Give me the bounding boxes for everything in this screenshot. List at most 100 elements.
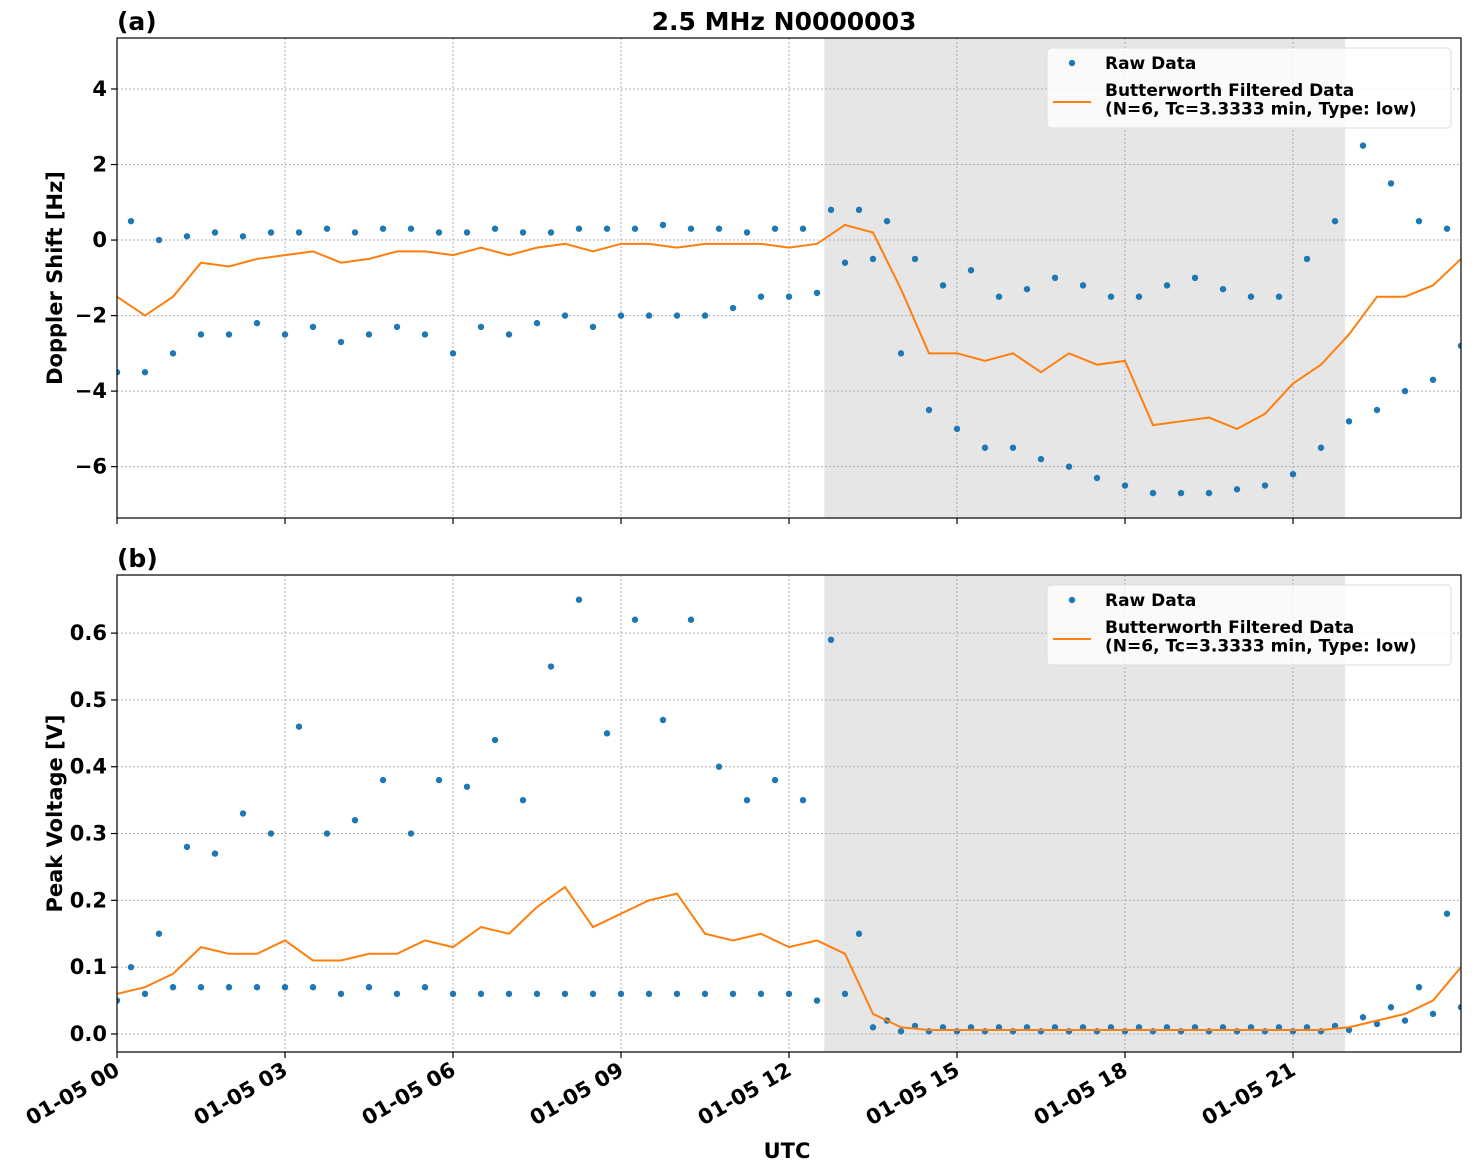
raw-point [715, 763, 723, 770]
raw-point [1135, 293, 1143, 300]
subplot: 01-05 00 01-05 03 01-05 06 01-05 09 01-05 12… [22, 544, 1462, 1163]
raw-point [645, 312, 653, 319]
legend-marker [1068, 596, 1076, 604]
raw-point [1275, 293, 1283, 300]
raw-point [771, 225, 779, 232]
y-tick-label: −2 [75, 304, 107, 328]
raw-point [631, 225, 639, 232]
raw-point [421, 983, 429, 991]
legend-label: Raw Data [1105, 591, 1196, 611]
raw-point [505, 990, 513, 998]
raw-point [1457, 342, 1461, 349]
raw-point [589, 323, 597, 331]
raw-point [407, 830, 415, 837]
x-tick-label: 01-05 00 [22, 1058, 124, 1131]
raw-point [729, 990, 737, 998]
axes-frame [116, 574, 1462, 1053]
legend-label: Raw Data [1105, 54, 1196, 74]
raw-point [337, 338, 345, 346]
raw-point [1331, 217, 1339, 225]
y-tick-label: 0.1 [70, 955, 107, 979]
raw-point [351, 229, 359, 236]
raw-point [393, 990, 401, 998]
raw-point [1051, 274, 1059, 282]
raw-point [743, 229, 751, 236]
raw-point [547, 663, 555, 670]
raw-point [575, 596, 583, 603]
raw-point [785, 293, 793, 300]
raw-point [743, 796, 751, 804]
raw-point [813, 289, 821, 297]
y-tick-label: 0 [92, 228, 107, 252]
raw-point [673, 990, 681, 998]
raw-point [995, 293, 1003, 300]
raw-point [449, 350, 457, 357]
raw-point [1247, 293, 1255, 300]
raw-point [1093, 474, 1101, 482]
raw-point [1429, 376, 1437, 383]
raw-point [561, 312, 569, 319]
axes-frame [116, 37, 1462, 519]
raw-point [211, 850, 219, 857]
raw-point [1009, 444, 1017, 451]
raw-point [463, 229, 471, 236]
y-axis-label: Peak Voltage [V] [43, 714, 67, 912]
raw-point [379, 225, 387, 232]
raw-point [659, 716, 667, 724]
x-tick-label: 01-05 18 [1030, 1058, 1132, 1131]
raw-point [519, 229, 527, 236]
raw-point [1415, 217, 1423, 225]
raw-point [183, 233, 191, 240]
chart-title: 2.5 MHz N0000003 [652, 7, 917, 36]
raw-point [1177, 489, 1185, 497]
raw-point [757, 990, 765, 998]
raw-point [659, 221, 667, 229]
raw-point [1191, 274, 1199, 282]
y-tick-label: −4 [75, 379, 107, 403]
plot-area [117, 142, 1461, 497]
raw-point [953, 425, 961, 433]
raw-point [281, 331, 289, 338]
raw-point [1289, 470, 1297, 478]
raw-point [239, 233, 247, 240]
raw-point [533, 319, 541, 327]
raw-point [897, 350, 905, 357]
raw-point [1317, 444, 1325, 451]
raw-point [197, 331, 205, 338]
y-axis-label: Doppler Shift [Hz] [43, 171, 67, 385]
legend-marker [1068, 59, 1076, 67]
filtered-line [117, 223, 1461, 430]
raw-point [1359, 1014, 1367, 1021]
raw-point [1233, 486, 1241, 493]
panel-label: (b) [117, 544, 158, 573]
raw-point [547, 229, 555, 236]
raw-point [1107, 1024, 1115, 1031]
raw-point [533, 990, 541, 998]
raw-point [1429, 1010, 1437, 1018]
raw-point [813, 997, 821, 1004]
raw-point [295, 229, 303, 236]
raw-point [855, 930, 863, 937]
raw-point [463, 783, 471, 790]
y-tick-label: 0.2 [70, 888, 107, 912]
raw-point [589, 990, 597, 998]
raw-point [673, 312, 681, 319]
raw-point [435, 229, 443, 236]
raw-point [379, 776, 387, 784]
raw-point [757, 293, 765, 300]
raw-point [1121, 482, 1129, 489]
raw-point [701, 312, 709, 319]
raw-point [575, 225, 583, 232]
raw-point [1457, 1004, 1461, 1011]
raw-point [1037, 455, 1045, 463]
raw-point [1191, 1024, 1199, 1031]
raw-point [393, 323, 401, 331]
raw-point [365, 331, 373, 338]
raw-point [1149, 489, 1157, 497]
raw-point [365, 983, 373, 991]
legend-box [1046, 584, 1452, 666]
raw-point [225, 331, 233, 338]
raw-point [771, 776, 779, 784]
y-tick-label: 0.4 [70, 755, 107, 779]
raw-point [491, 736, 499, 744]
